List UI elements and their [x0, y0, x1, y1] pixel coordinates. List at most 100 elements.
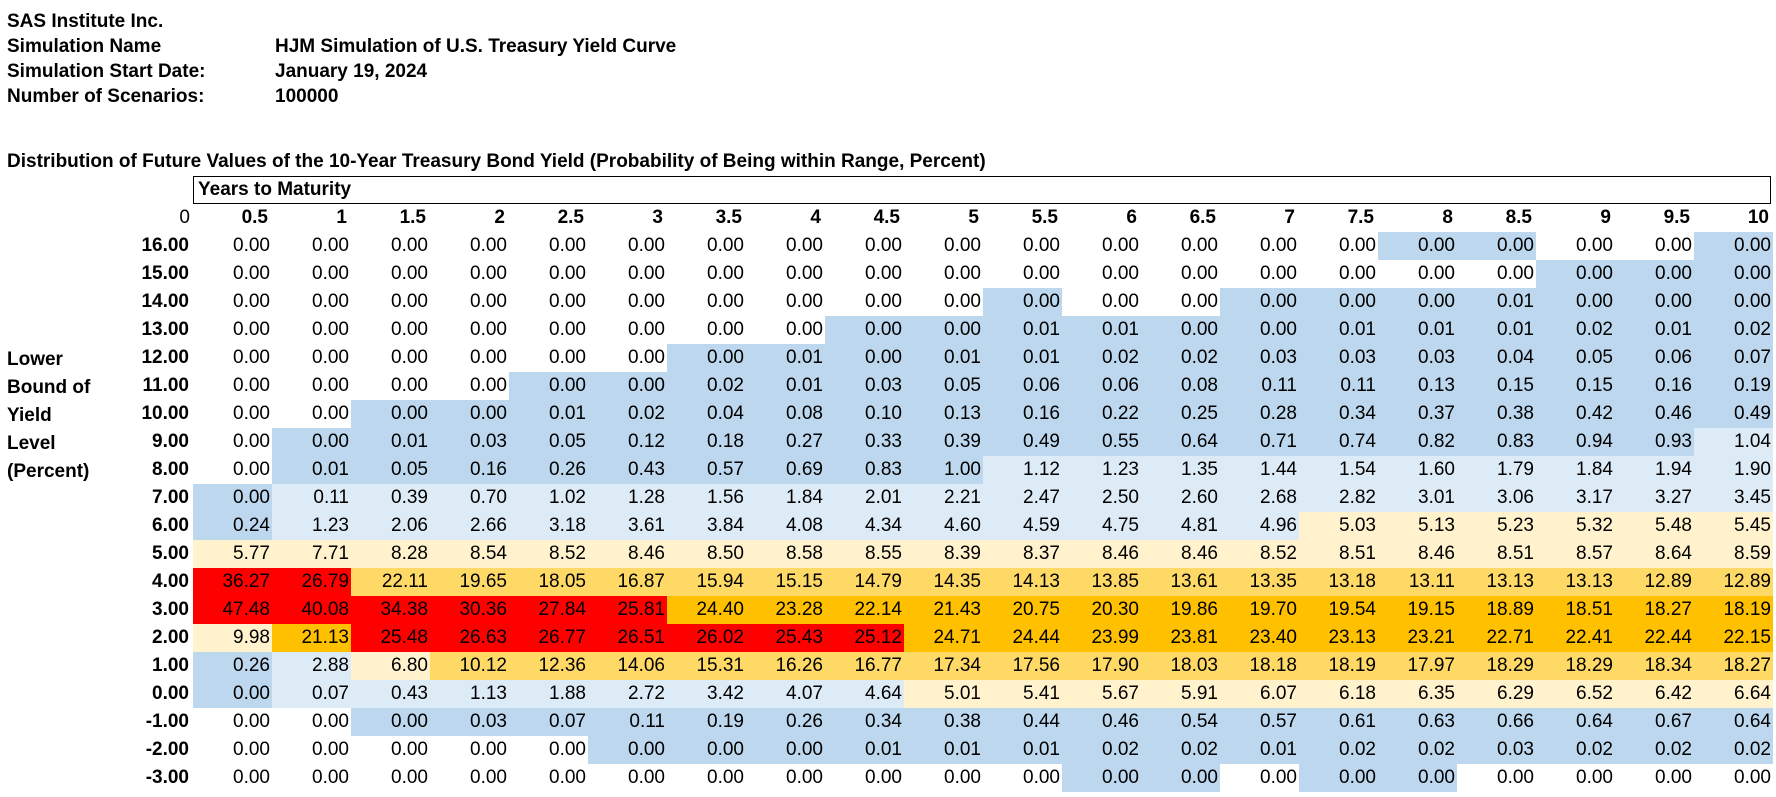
heatmap-cell: 0.55 — [1062, 428, 1141, 456]
heatmap-cell: 0.00 — [509, 232, 588, 260]
heatmap-cell: 0.00 — [1220, 316, 1299, 344]
heatmap-cell: 20.75 — [983, 596, 1062, 624]
heatmap-cell: 0.02 — [667, 372, 746, 400]
row-label: 1.00 — [152, 655, 189, 676]
heatmap-cell: 0.01 — [1457, 316, 1536, 344]
heatmap-cell: 2.60 — [1141, 484, 1220, 512]
heatmap-cell: 0.00 — [825, 316, 904, 344]
row-label: 4.00 — [152, 571, 189, 592]
heatmap-cell: 0.03 — [825, 372, 904, 400]
heatmap-cell: 0.00 — [193, 764, 272, 792]
heatmap-cell: 1.56 — [667, 484, 746, 512]
heatmap-cell: 0.05 — [509, 428, 588, 456]
heatmap-cell: 4.64 — [825, 680, 904, 708]
heatmap-cell: 0.00 — [667, 764, 746, 792]
heatmap-cell: 1.12 — [983, 456, 1062, 484]
heatmap-cell: 0.01 — [746, 372, 825, 400]
heatmap-cell: 5.91 — [1141, 680, 1220, 708]
heatmap-cell: 0.00 — [193, 428, 272, 456]
heatmap-cell: 13.18 — [1299, 568, 1378, 596]
heatmap-cell: 2.68 — [1220, 484, 1299, 512]
heatmap-cell: 0.01 — [904, 344, 983, 372]
corner-label: 0 — [179, 207, 190, 228]
heatmap-cell: 0.26 — [193, 652, 272, 680]
heatmap-cell: 0.24 — [193, 512, 272, 540]
heatmap-cell: 21.43 — [904, 596, 983, 624]
heatmap-cell: 0.00 — [351, 316, 430, 344]
heatmap-cell: 0.08 — [1141, 372, 1220, 400]
row-label: 12.00 — [141, 347, 189, 368]
heatmap-cell: 12.89 — [1615, 568, 1694, 596]
heatmap-cell: 0.01 — [272, 456, 351, 484]
heatmap-cell: 0.00 — [509, 736, 588, 764]
heatmap-cell: 0.00 — [509, 764, 588, 792]
heatmap-cell: 0.28 — [1220, 400, 1299, 428]
heatmap-cell: 13.11 — [1378, 568, 1457, 596]
heatmap-cell: 0.67 — [1615, 708, 1694, 736]
heatmap-cell: 22.71 — [1457, 624, 1536, 652]
heatmap-cell: 18.19 — [1299, 652, 1378, 680]
scenarios-label: Number of Scenarios: — [7, 86, 205, 107]
heatmap-cell: 15.15 — [746, 568, 825, 596]
heatmap-cell: 3.01 — [1378, 484, 1457, 512]
heatmap-cell: 0.00 — [1694, 288, 1773, 316]
heatmap-cell: 16.26 — [746, 652, 825, 680]
heatmap-cell: 16.77 — [825, 652, 904, 680]
heatmap-cell: 8.52 — [509, 540, 588, 568]
heatmap-cell: 27.84 — [509, 596, 588, 624]
heatmap-cell: 14.35 — [904, 568, 983, 596]
heatmap-cell: 0.00 — [509, 316, 588, 344]
heatmap-cell: 24.40 — [667, 596, 746, 624]
heatmap-cell: 0.66 — [1457, 708, 1536, 736]
heatmap-cell: 13.13 — [1457, 568, 1536, 596]
heatmap-cell: 17.90 — [1062, 652, 1141, 680]
column-header: 9.5 — [1663, 207, 1690, 228]
heatmap-cell: 0.00 — [1378, 288, 1457, 316]
heatmap-cell: 0.00 — [1299, 232, 1378, 260]
heatmap-cell: 0.00 — [904, 288, 983, 316]
heatmap-cell: 0.27 — [746, 428, 825, 456]
heatmap-cell: 0.16 — [983, 400, 1062, 428]
heatmap-cell: 0.00 — [1141, 260, 1220, 288]
heatmap-cell: 0.00 — [272, 736, 351, 764]
heatmap-cell: 1.28 — [588, 484, 667, 512]
column-header: 10 — [1747, 207, 1769, 228]
heatmap-cell: 0.93 — [1615, 428, 1694, 456]
heatmap-cell: 0.01 — [983, 316, 1062, 344]
heatmap-cell: 8.58 — [746, 540, 825, 568]
heatmap-cell: 1.35 — [1141, 456, 1220, 484]
heatmap-cell: 0.00 — [351, 260, 430, 288]
heatmap-cell: 0.25 — [1141, 400, 1220, 428]
heatmap-cell: 5.41 — [983, 680, 1062, 708]
heatmap-cell: 0.00 — [351, 764, 430, 792]
row-label: 6.00 — [152, 515, 189, 536]
heatmap-cell: 0.02 — [1062, 736, 1141, 764]
heatmap-cell: 0.00 — [667, 736, 746, 764]
chart-title: Distribution of Future Values of the 10-… — [7, 151, 986, 172]
heatmap-cell: 34.38 — [351, 596, 430, 624]
heatmap-cell: 0.00 — [1536, 260, 1615, 288]
heatmap-cell: 0.00 — [430, 400, 509, 428]
heatmap-cell: 19.65 — [430, 568, 509, 596]
column-header: 5.5 — [1031, 207, 1058, 228]
heatmap-cell: 0.03 — [430, 708, 509, 736]
heatmap-cell: 3.18 — [509, 512, 588, 540]
heatmap-cell: 0.18 — [667, 428, 746, 456]
heatmap-cell: 0.00 — [193, 288, 272, 316]
heatmap-cell: 0.05 — [904, 372, 983, 400]
column-header: 0.5 — [241, 207, 268, 228]
heatmap-cell: 1.04 — [1694, 428, 1773, 456]
heatmap-cell: 0.49 — [983, 428, 1062, 456]
heatmap-cell: 5.77 — [193, 540, 272, 568]
heatmap-cell: 7.71 — [272, 540, 351, 568]
heatmap-cell: 0.02 — [1141, 344, 1220, 372]
heatmap-cell: 14.13 — [983, 568, 1062, 596]
heatmap-cell: 0.03 — [1378, 344, 1457, 372]
heatmap-cell: 0.63 — [1378, 708, 1457, 736]
row-label: 11.00 — [142, 375, 190, 396]
heatmap-cell: 0.82 — [1378, 428, 1457, 456]
heatmap-cell: 0.01 — [1220, 736, 1299, 764]
heatmap-cell: 25.81 — [588, 596, 667, 624]
heatmap-cell: 0.06 — [1062, 372, 1141, 400]
heatmap-cell: 6.35 — [1378, 680, 1457, 708]
